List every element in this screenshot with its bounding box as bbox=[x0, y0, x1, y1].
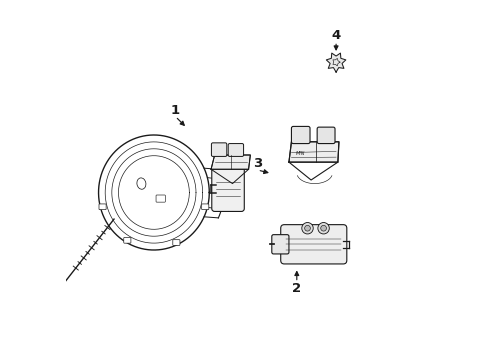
FancyBboxPatch shape bbox=[211, 143, 227, 157]
Text: MIN: MIN bbox=[295, 151, 305, 156]
Circle shape bbox=[318, 222, 329, 234]
FancyBboxPatch shape bbox=[272, 235, 289, 254]
Text: 1: 1 bbox=[171, 104, 180, 117]
Text: 2: 2 bbox=[292, 283, 301, 296]
FancyBboxPatch shape bbox=[212, 166, 245, 211]
Polygon shape bbox=[289, 142, 339, 162]
Text: 3: 3 bbox=[253, 157, 262, 170]
FancyBboxPatch shape bbox=[124, 238, 131, 243]
Circle shape bbox=[321, 225, 326, 231]
Text: 4: 4 bbox=[331, 29, 341, 42]
Circle shape bbox=[305, 225, 310, 231]
FancyBboxPatch shape bbox=[99, 204, 106, 210]
Polygon shape bbox=[211, 155, 250, 169]
FancyBboxPatch shape bbox=[173, 240, 180, 246]
Circle shape bbox=[302, 222, 313, 234]
FancyBboxPatch shape bbox=[317, 127, 335, 144]
FancyBboxPatch shape bbox=[202, 204, 209, 210]
FancyBboxPatch shape bbox=[228, 144, 244, 157]
FancyBboxPatch shape bbox=[292, 126, 310, 144]
FancyBboxPatch shape bbox=[281, 225, 347, 264]
Polygon shape bbox=[326, 53, 346, 72]
